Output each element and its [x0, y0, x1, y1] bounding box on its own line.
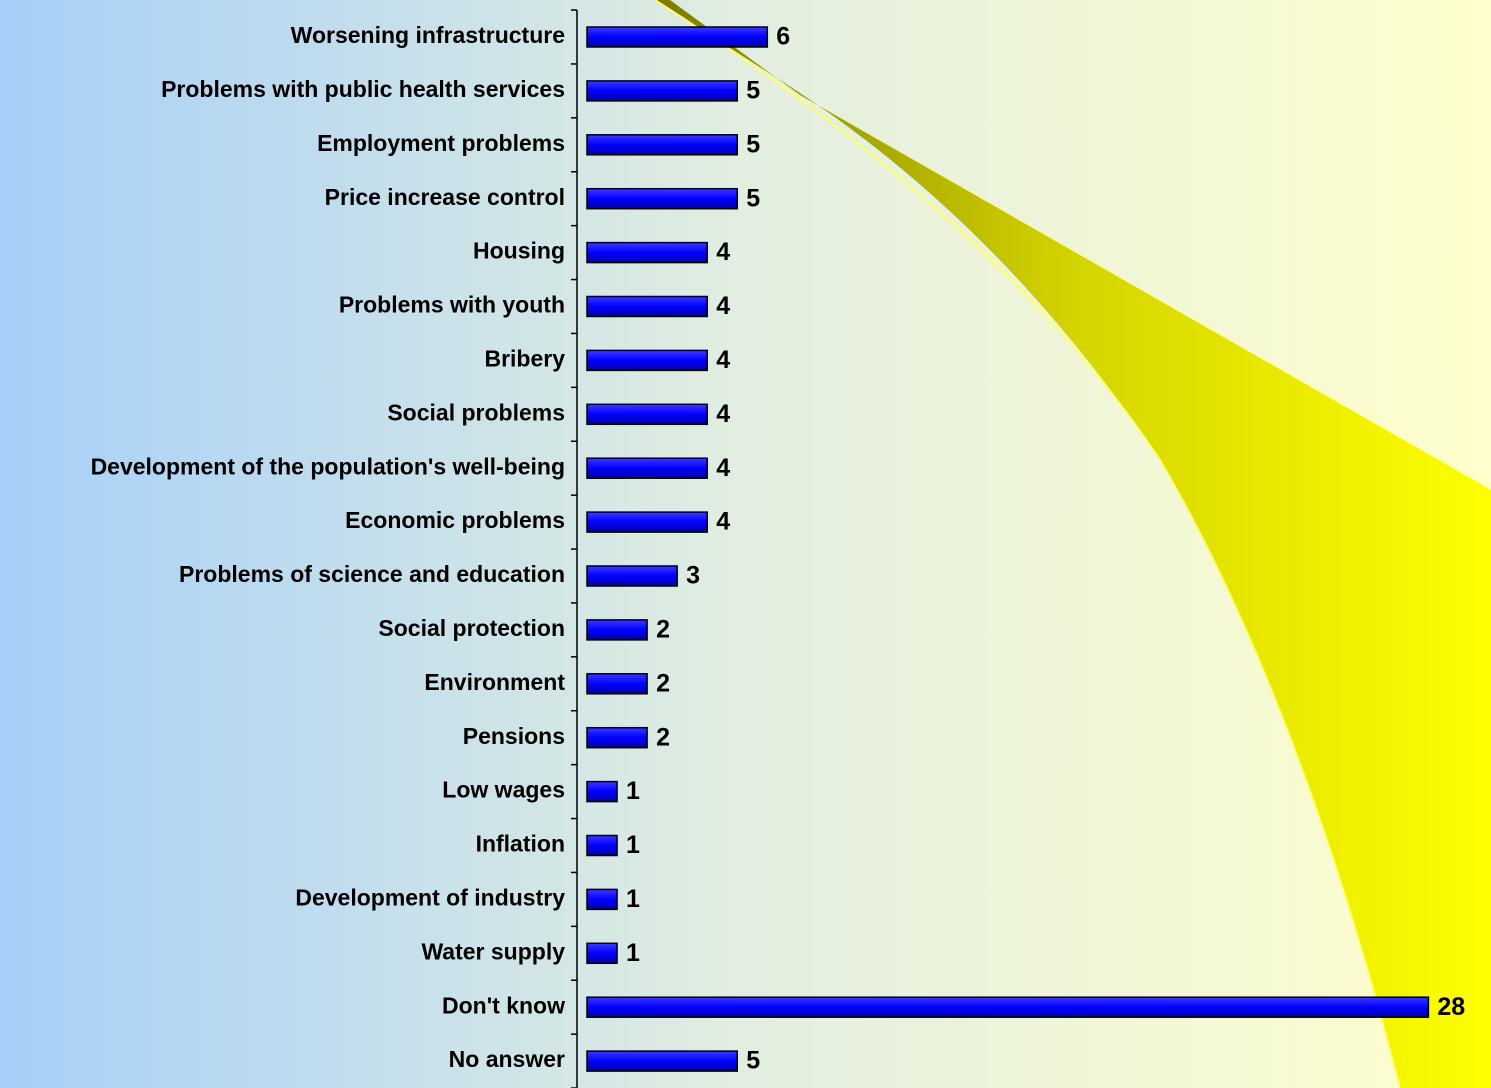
bar — [586, 457, 708, 479]
bar — [586, 134, 738, 156]
bar — [586, 726, 648, 749]
bar — [586, 241, 708, 264]
value-label: 6 — [776, 23, 790, 51]
category-label: Environment — [424, 669, 565, 695]
category-label: Low wages — [442, 777, 565, 803]
bar — [586, 349, 708, 372]
bar — [586, 834, 618, 857]
bar — [586, 1050, 738, 1072]
category-label: Development of the population's well-bei… — [91, 453, 565, 479]
category-label: Problems with public health services — [161, 76, 565, 102]
bar — [586, 619, 648, 641]
value-label: 4 — [716, 454, 730, 482]
bar — [586, 511, 708, 533]
value-label: 5 — [746, 184, 760, 212]
category-label: Problems of science and education — [179, 561, 565, 587]
category-label: Development of industry — [295, 884, 565, 910]
category-label: Don't know — [442, 992, 565, 1018]
value-label: 4 — [716, 238, 730, 266]
category-label: No answer — [449, 1046, 565, 1072]
value-label: 28 — [1437, 993, 1465, 1021]
value-label: 4 — [716, 346, 730, 374]
category-label: Social problems — [387, 399, 565, 425]
value-label: 5 — [746, 77, 760, 105]
category-label: Bribery — [484, 345, 565, 371]
category-label: Pensions — [463, 723, 565, 749]
bar — [586, 295, 708, 318]
value-label: 1 — [626, 939, 640, 967]
value-label: 2 — [656, 723, 670, 751]
category-label: Housing — [473, 238, 565, 264]
category-label: Employment problems — [317, 130, 565, 156]
bar — [586, 26, 769, 48]
category-label: Worsening infrastructure — [291, 22, 565, 48]
category-label: Water supply — [421, 938, 565, 964]
bar — [586, 780, 618, 803]
value-label: 5 — [746, 130, 760, 158]
bar — [586, 80, 738, 102]
value-label: 4 — [716, 400, 730, 428]
category-label: Social protection — [378, 615, 565, 641]
value-label: 4 — [716, 508, 730, 536]
value-label: 2 — [656, 669, 670, 697]
bar — [586, 403, 708, 426]
bar — [586, 996, 1430, 1018]
value-label: 3 — [686, 562, 700, 590]
bar — [586, 942, 618, 965]
decoration-edge — [654, 0, 1401, 1088]
category-label: Inflation — [476, 831, 565, 857]
category-label: Economic problems — [345, 507, 565, 533]
bar — [586, 187, 738, 210]
value-label: 1 — [626, 777, 640, 805]
category-label: Price increase control — [325, 184, 565, 210]
value-label: 2 — [656, 616, 670, 644]
bar — [586, 565, 678, 587]
bar — [586, 673, 648, 695]
decoration-swoosh — [655, 0, 1491, 1088]
value-label: 4 — [716, 292, 730, 320]
value-label: 5 — [746, 1047, 760, 1075]
bar — [586, 888, 618, 911]
value-label: 1 — [626, 831, 640, 859]
category-label: Problems with youth — [339, 292, 565, 318]
value-label: 1 — [626, 885, 640, 913]
